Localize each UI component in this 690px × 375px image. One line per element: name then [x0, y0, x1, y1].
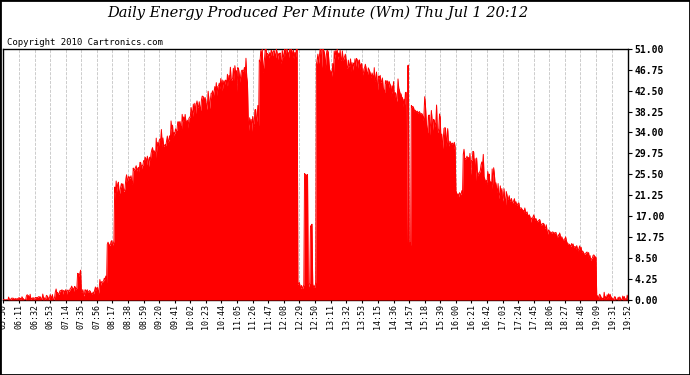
Text: Copyright 2010 Cartronics.com: Copyright 2010 Cartronics.com — [7, 39, 162, 48]
Text: Daily Energy Produced Per Minute (Wm) Thu Jul 1 20:12: Daily Energy Produced Per Minute (Wm) Th… — [107, 6, 528, 20]
